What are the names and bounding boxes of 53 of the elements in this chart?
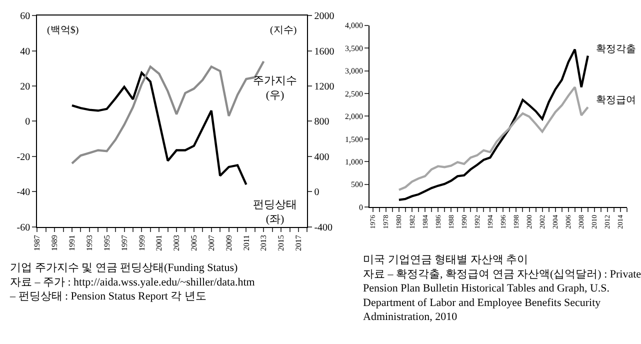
text: 미국 기업연금 형태별 자산액 추이 <box>363 254 528 266</box>
y-tick-label: 2,500 <box>345 89 364 98</box>
y-tick-label: -20 <box>16 152 30 163</box>
y-tick-label: 4,000 <box>345 21 364 30</box>
y-tick-label: 1,500 <box>345 134 364 144</box>
x-tick-label: 1989 <box>50 234 60 251</box>
text: 자료 – 확정각출, 확정급여 연금 자산액(십억달러) : Private Pension Plan Bulletin Historical Tables and Graph, U.S. Department of Labor and Employee Benefits Security Administration, 2010 <box>363 268 641 324</box>
line-series <box>398 86 589 191</box>
y2-tick-label: 2000 <box>314 11 334 22</box>
x-tick-label: 2003 <box>172 234 182 251</box>
x-tick-label: 2001 <box>154 234 164 251</box>
x-tick-label: 2017 <box>294 234 304 251</box>
y-tick-label: 20 <box>20 82 30 93</box>
series-label: 확정각출 <box>596 44 636 55</box>
y-tick-label: 3,500 <box>345 44 364 53</box>
line-series <box>398 48 589 201</box>
y2-tick-label: 1600 <box>314 46 334 58</box>
y-tick-label: -40 <box>16 187 30 198</box>
x-tick-label: 2005 <box>190 234 199 251</box>
series-label: 확정급여 <box>596 95 636 106</box>
x-tick-label: 2011 <box>242 234 251 251</box>
y-tick-label: 60 <box>20 11 30 22</box>
x-tick-label: 1999 <box>137 234 146 251</box>
text: – 펀딩상태 : Pension Status Report 각 년도 <box>9 290 206 303</box>
x-tick-label: 1987 <box>32 234 42 251</box>
y-tick-label: -60 <box>16 222 30 234</box>
x-tick-label: 1997 <box>120 234 129 251</box>
y2-tick-label: 1200 <box>314 82 334 93</box>
y2-tick-label: 800 <box>314 116 330 128</box>
line-series <box>70 72 248 186</box>
text: 기업 주가지수 및 연금 펀딩상태(Funding Status) <box>10 262 238 274</box>
series-label: 펀딩상태 (좌) <box>253 199 297 226</box>
x-tick-label: 2015 <box>276 234 286 251</box>
series-label: 주가지수 (우) <box>253 75 297 102</box>
y2-tick-label: 400 <box>314 152 330 163</box>
y-tick-label: 2,000 <box>345 112 364 122</box>
x-tick-label: 1995 <box>102 234 112 251</box>
y-tick-label: 0 <box>359 202 364 212</box>
text: 자료 – 주가 : http://aida.wss.yale.edu/~shiller/data.htm <box>10 276 256 288</box>
x-tick-label: 1991 <box>68 234 77 251</box>
y2-tick-label: 0 <box>314 187 320 198</box>
y-axis-title: (백억$) <box>47 25 79 36</box>
x-tick-label: 2009 <box>224 234 234 251</box>
x-tick-label: 2013 <box>259 234 268 251</box>
y-tick-label: 1,000 <box>345 157 364 166</box>
y-tick-label: 0 <box>25 116 30 128</box>
y2-tick-label: -400 <box>314 222 333 234</box>
x-tick-label: 2007 <box>206 234 216 251</box>
y-tick-label: 3,000 <box>345 66 364 76</box>
y2-axis-title: (지수) <box>270 25 297 36</box>
y-tick-label: 500 <box>351 180 364 190</box>
x-tick-label: 1993 <box>85 234 94 251</box>
y-tick-label: 40 <box>20 46 30 58</box>
